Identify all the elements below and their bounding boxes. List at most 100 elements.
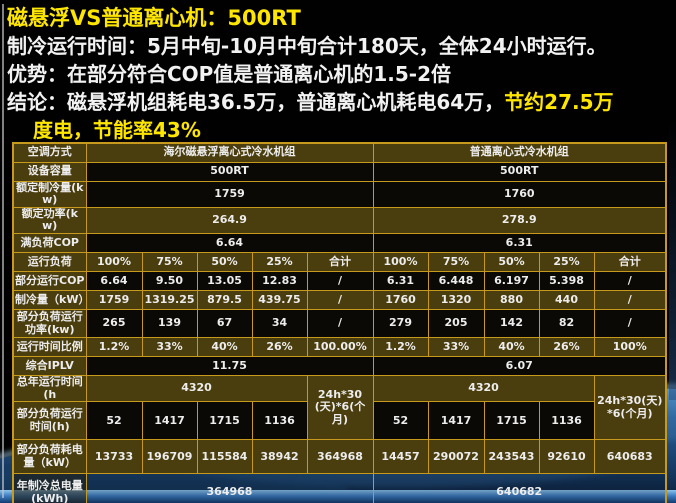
table-cell: 1760 [372,180,667,208]
row-label: 运行时间比例 [12,337,87,358]
row-partial-power: 部分负荷运行功率(kw) 265 139 67 34 / 279 205 142… [12,309,667,339]
table-cell: 440 [538,290,595,311]
table-cell: 100% [593,337,667,358]
table-cell: 38942 [251,439,308,475]
col-header: 100% [85,252,143,273]
table-cell: 6.07 [372,356,667,377]
table-cell: 13.05 [196,271,253,292]
comparison-table: 空调方式 海尔磁悬浮离心式冷水机组 普通离心式冷水机组 设备容量 500RT 5… [12,142,667,503]
table-cell: 1715 [196,401,253,441]
table-cell: 279 [372,309,429,339]
table-cell: 5.398 [538,271,595,292]
table-cell: 52 [85,401,143,441]
slide-header: 磁悬浮VS普通离心机：500RT 制冷运行时间：5月中旬-10月中旬合计180天… [7,4,671,144]
row-annual-total: 年制冷总电量(kWh) 364968 640682 [12,473,667,503]
table-cell: 40% [196,337,253,358]
row-rated-cooling: 额定制冷量(kw) 1759 1760 [12,180,667,208]
table-cell: 9.50 [141,271,198,292]
table-cell: 243543 [483,439,540,475]
table-cell: 265 [85,309,143,339]
col-header: 合计 [593,252,667,273]
table-cell: 1320 [427,290,485,311]
col-header: 100% [372,252,429,273]
row-label: 部分运行COP [12,271,87,292]
row-label: 制冷量（kW） [12,290,87,311]
table-cell: 1760 [372,290,429,311]
table-cell: 1417 [427,401,485,441]
row-rated-power: 额定功率(kw) 264.9 278.9 [12,206,667,235]
table-cell: 11.75 [85,356,374,377]
table-cell: 6.31 [372,233,667,254]
table-cell: 290072 [427,439,485,475]
col-header: 25% [538,252,595,273]
advantage-line: 优势：在部分符合COP值是普通离心机的1.5-2倍 [7,62,451,86]
row-annual-hours: 总年运行时间(h 4320 24h*30(天)*6(个月) 4320 24h*3… [12,375,667,441]
col-header: 50% [196,252,253,273]
table-cell: / [593,309,667,339]
table-cell: 1136 [538,401,595,441]
table-cell: 6.197 [483,271,540,292]
table-cell: 100.00% [306,337,374,358]
col-header: 合计 [306,252,374,273]
table-cell: 139 [141,309,198,339]
table-cell: 1319.25 [141,290,198,311]
col-header: 25% [251,252,308,273]
table-cell: / [306,271,374,292]
hours-note-cell: 24h*30(天)*6(个月) [593,375,667,441]
table-cell: 34 [251,309,308,339]
savings-highlight: 节约27.5万 [504,90,614,114]
table-cell: 1417 [141,401,198,441]
table-cell: 67 [196,309,253,339]
col-header: 75% [141,252,198,273]
table-cell: / [306,309,374,339]
table-cell: 640682 [372,473,667,503]
table-cell: 1.2% [85,337,143,358]
row-load-header: 运行负荷 100% 75% 50% 25% 合计 100% 75% 50% 25… [12,252,667,273]
row-time-ratio: 运行时间比例 1.2% 33% 40% 26% 100.00% 1.2% 33%… [12,337,667,358]
slide-title: 磁悬浮VS普通离心机：500RT [7,6,301,30]
row-fullload-cop: 满负荷COP 6.64 6.31 [12,233,667,254]
table-cell: 40% [483,337,540,358]
table-cell: 1715 [483,401,540,441]
table-cell: 14457 [372,439,429,475]
table-cell: 640683 [593,439,667,475]
table-cell: 500RT [85,161,374,182]
row-label: 部分负荷运行功率(kw) [12,309,87,339]
table-cell: 364968 [85,473,374,503]
table-cell: 264.9 [85,206,374,235]
table-cell: 13733 [85,439,143,475]
col-header: 50% [483,252,540,273]
table-cell: 205 [427,309,485,339]
row-partial-cop: 部分运行COP 6.64 9.50 13.05 12.83 / 6.31 6.4… [12,271,667,292]
row-capacity: 设备容量 500RT 500RT [12,161,667,182]
table-cell: 6.448 [427,271,485,292]
table-cell: 92610 [538,439,595,475]
row-partial-consumption: 部分负荷耗电量（kW） 13733 196709 115584 38942 36… [12,439,667,475]
table-cell: 6.64 [85,233,374,254]
table-cell: 1759 [85,290,143,311]
row-label: 年制冷总电量(kWh) [12,473,87,503]
col-header: 75% [427,252,485,273]
table-cell: 1.2% [372,337,429,358]
table-cell: 52 [372,401,429,441]
row-label: 空调方式 [12,142,87,163]
table-cell: 1136 [251,401,308,441]
table-cell: 278.9 [372,206,667,235]
row-label: 设备容量 [12,161,87,182]
table-cell: 26% [538,337,595,358]
table-cell: 4320 [372,375,595,403]
table-cell: 879.5 [196,290,253,311]
table-cell: / [593,271,667,292]
table-cell: 26% [251,337,308,358]
row-label: 额定制冷量(kw) [12,180,87,208]
table-cell: 880 [483,290,540,311]
row-label: 综合IPLV [12,356,87,377]
table-cell: 364968 [306,439,374,475]
slide-left-border [2,4,4,498]
table-cell: / [593,290,667,311]
savings-rate-line: 度电，节能率43% [33,118,201,142]
row-label: 部分负荷运行时间(h) [12,401,87,441]
row-label: 额定功率(kw) [12,206,87,235]
runtime-line: 制冷运行时间：5月中旬-10月中旬合计180天，全体24小时运行。 [7,34,607,58]
right-unit-name: 普通离心式冷水机组 [372,142,667,163]
